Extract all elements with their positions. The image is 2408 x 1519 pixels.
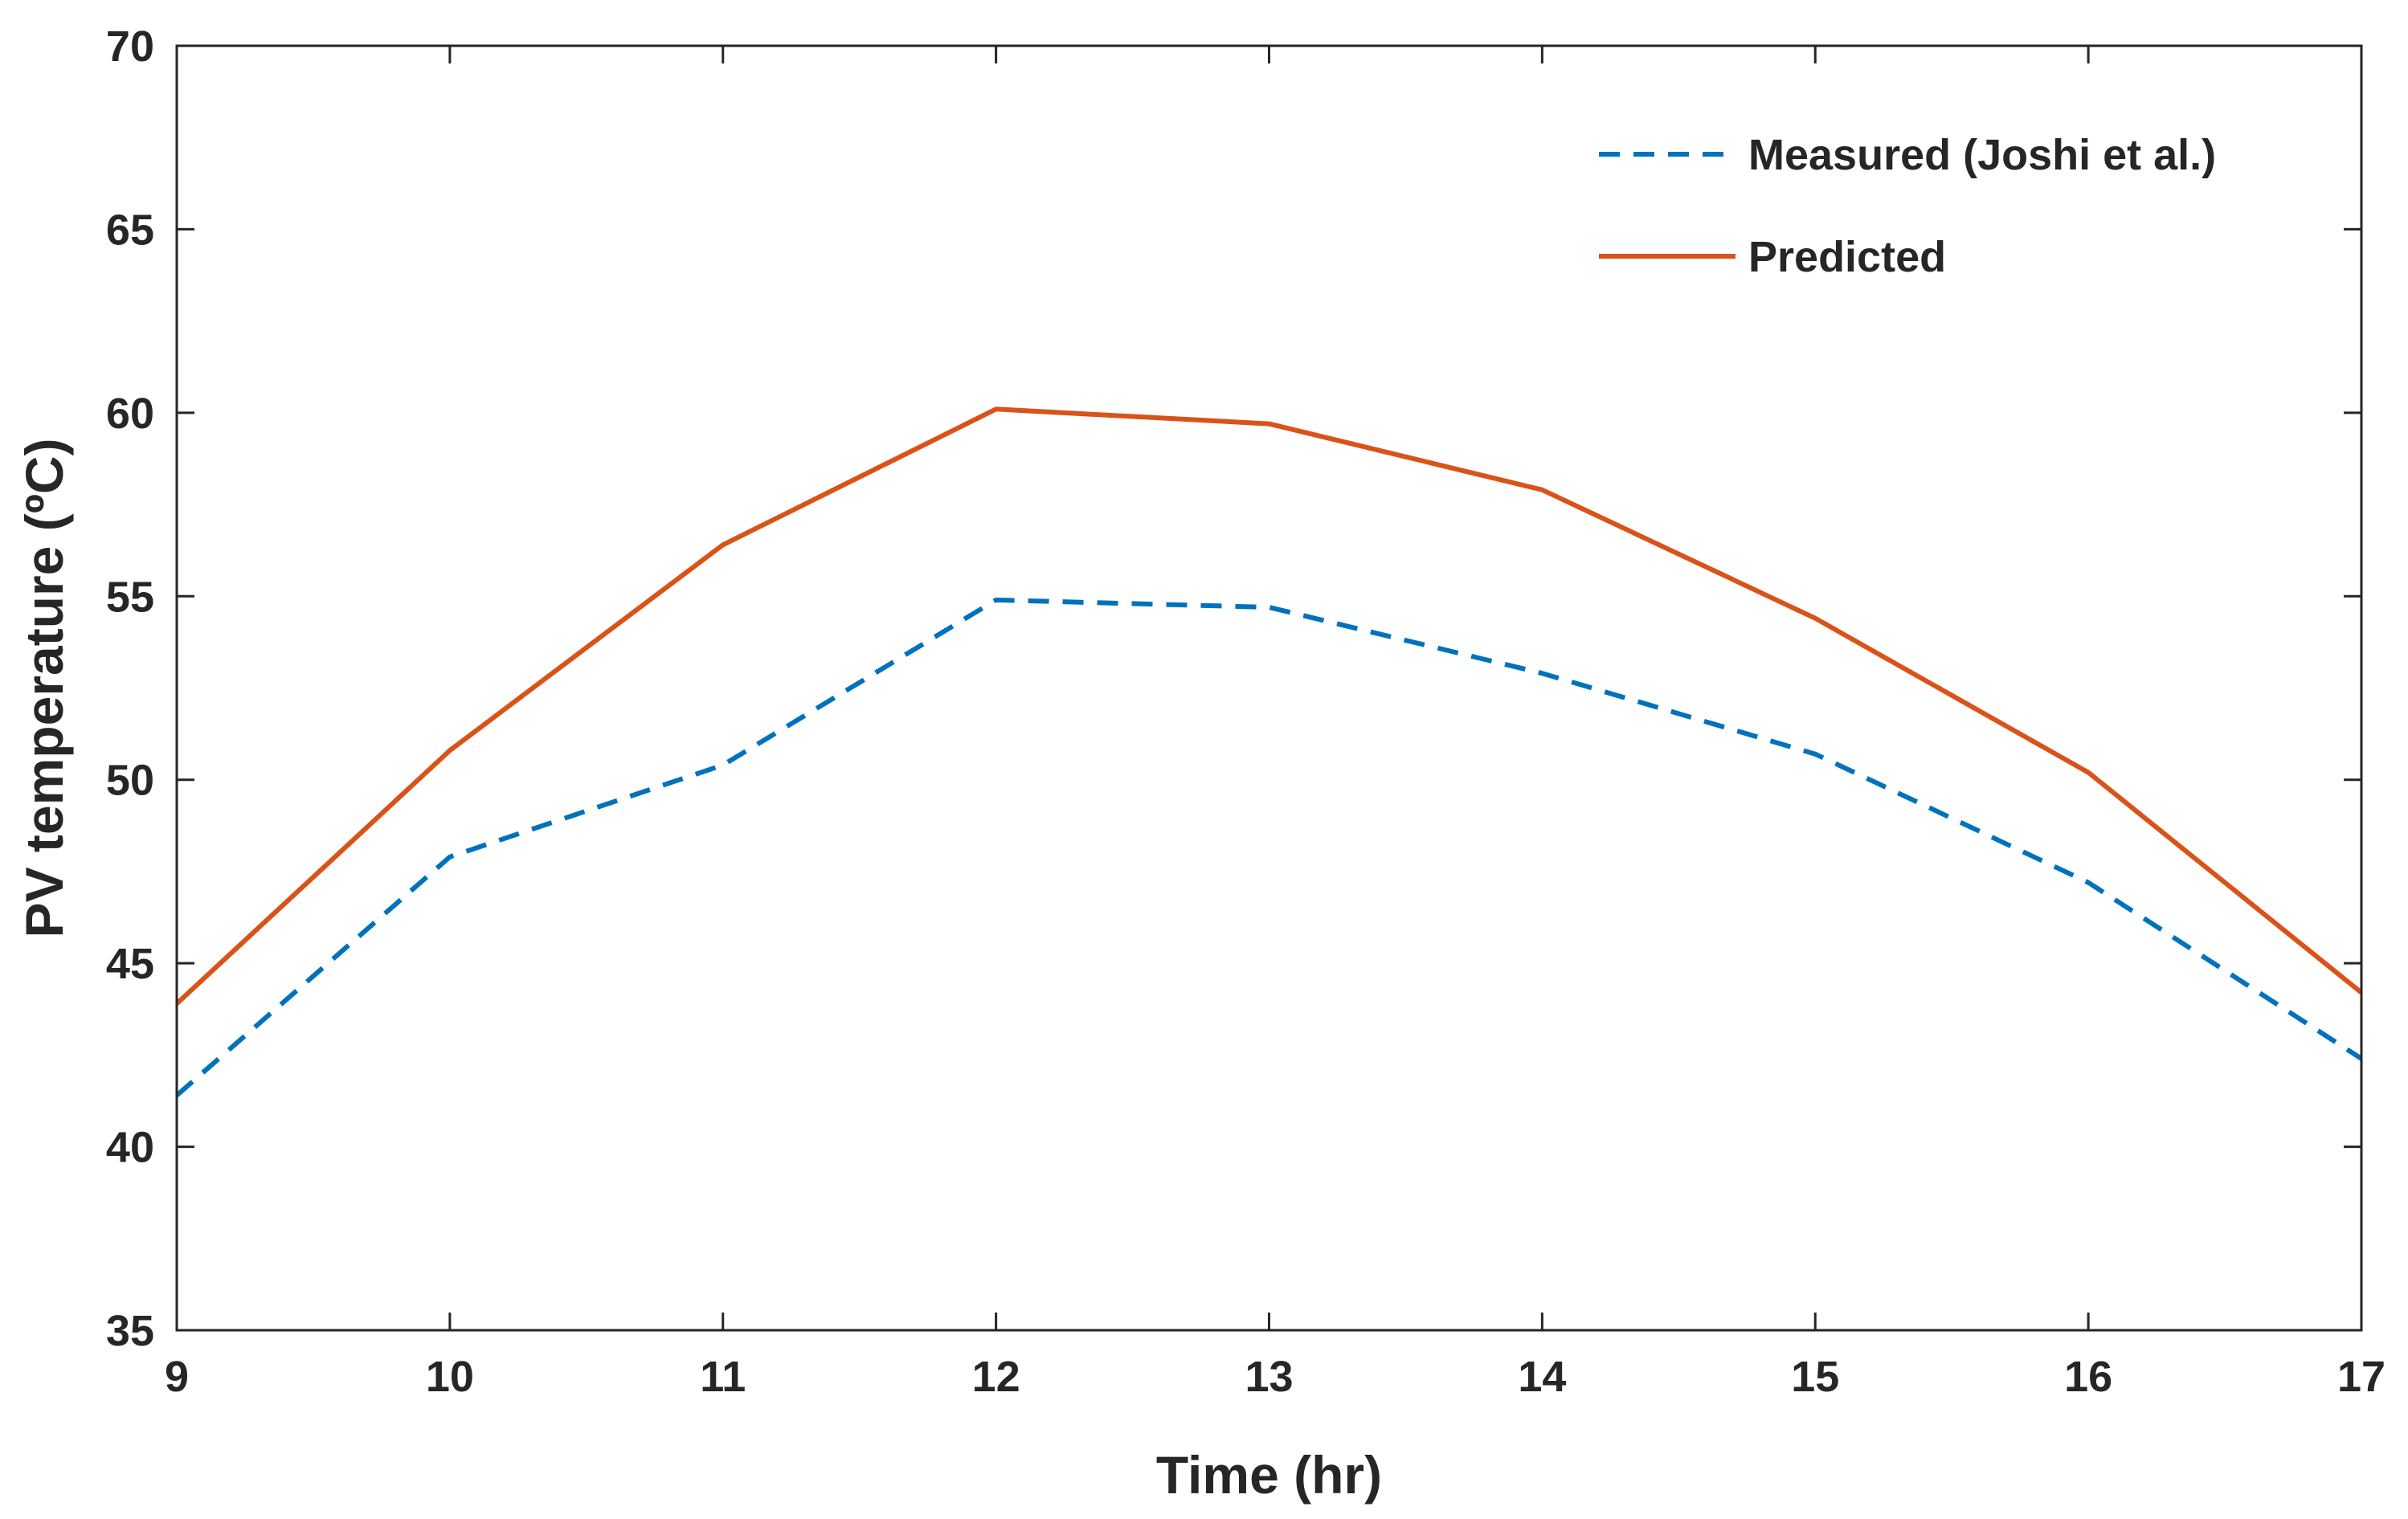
series-line-predicted (174, 406, 2363, 1006)
y-tick-label: 35 (106, 1307, 154, 1355)
x-axis-title: Time (hr) (1156, 1445, 1382, 1505)
y-tick-label: 45 (106, 940, 154, 988)
x-tick-label: 12 (972, 1353, 1020, 1401)
x-tick-label: 13 (1245, 1353, 1293, 1401)
x-tick-label: 10 (426, 1353, 474, 1401)
tick-labels: 9 10 11 12 13 14 15 16 17 35 40 45 50 55 60 65 70 (106, 22, 2386, 1401)
plot-frame (175, 44, 2363, 1332)
legend: Measured (Joshi et al.) Predicted (1599, 131, 2216, 281)
y-tick-label: 70 (106, 22, 154, 71)
legend-label-predicted: Predicted (1748, 233, 1946, 281)
x-tick-label: 9 (165, 1353, 189, 1401)
x-tick-label: 11 (700, 1353, 746, 1401)
legend-label-measured: Measured (Joshi et al.) (1748, 131, 2216, 179)
series-line-measured (175, 597, 2363, 1097)
y-tick-label: 65 (106, 206, 154, 254)
y-tick-label: 55 (106, 573, 154, 621)
y-tick-label: 50 (106, 757, 154, 805)
y-tick-label: 60 (106, 390, 154, 438)
x-tick-label: 17 (2337, 1353, 2386, 1401)
axis-ticks (175, 44, 2363, 1332)
y-axis-title: PV temperature (ºC) (14, 439, 74, 938)
x-tick-label: 16 (2064, 1353, 2112, 1401)
y-tick-label: 40 (106, 1124, 154, 1172)
x-tick-label: 14 (1518, 1353, 1566, 1401)
x-tick-label: 15 (1791, 1353, 1839, 1401)
series-group (174, 406, 2363, 1097)
